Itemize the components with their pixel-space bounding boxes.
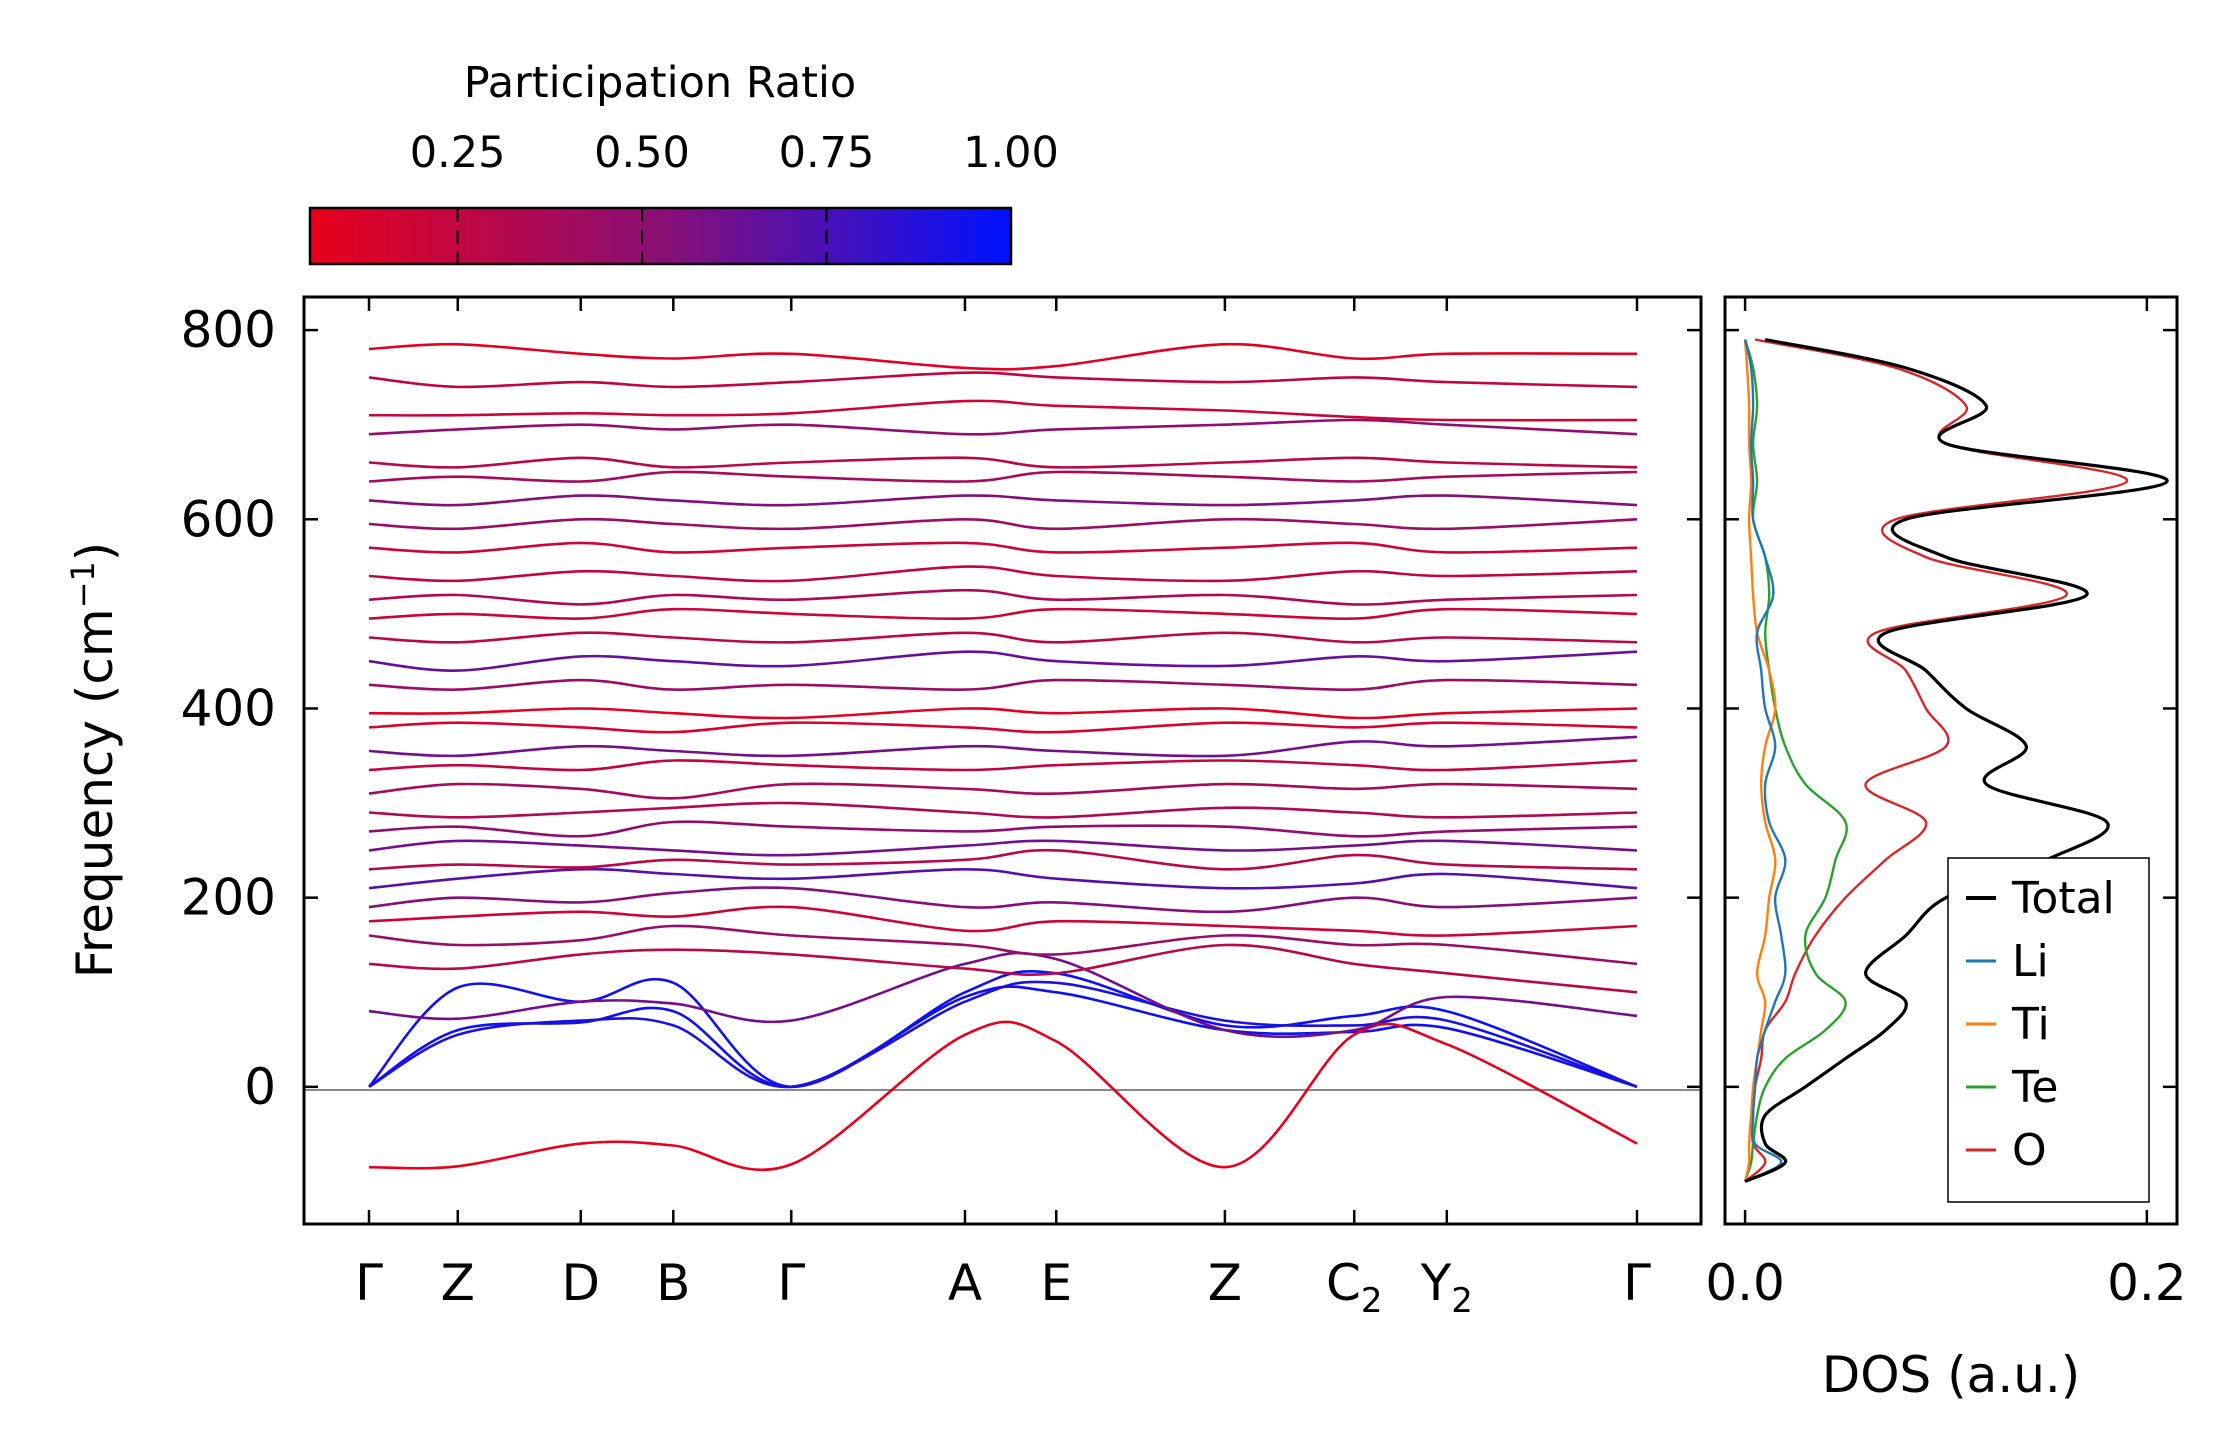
y-tick-label: 0 — [244, 1058, 276, 1116]
dos-curve-total — [1744, 338, 2169, 1183]
colorbar-title: Participation Ratio — [464, 58, 857, 108]
colorbar: Participation Ratio 0.25 0.50 0.75 1.00 — [308, 58, 1059, 266]
dos-curve-te — [1743, 339, 1848, 1182]
phonon-band — [368, 541, 1638, 554]
colorbar-tick-label: 1.00 — [963, 128, 1059, 178]
dos-x-tick-label: 0.0 — [1705, 1254, 1785, 1312]
k-point-label: Z — [1208, 1254, 1242, 1312]
dos-axes: 0.0 0.2 — [1705, 297, 2187, 1312]
phonon-band — [368, 943, 1638, 994]
dos-x-tick-label: 0.2 — [2107, 1254, 2187, 1312]
colorbar-gradient — [308, 206, 1013, 266]
phonon-band — [368, 721, 1638, 734]
colorbar-tick-label: 0.25 — [410, 128, 506, 178]
phonon-band — [368, 867, 1638, 890]
phonon-band — [368, 759, 1638, 772]
dos-curves — [1743, 338, 2169, 1183]
y-tick-label: 200 — [181, 869, 276, 927]
legend-label-li: Li — [2012, 936, 2049, 987]
phonon-band — [368, 707, 1638, 720]
phonon-band — [368, 371, 1638, 389]
k-point-label: A — [948, 1254, 982, 1312]
legend-label-total: Total — [2011, 873, 2115, 924]
k-point-label: D — [561, 1254, 600, 1312]
phonon-band — [368, 820, 1638, 838]
band-frame — [302, 295, 1703, 1226]
y-tick-label: 400 — [181, 679, 276, 737]
phonon-band — [368, 924, 1638, 966]
y-tick-label: 600 — [181, 490, 276, 548]
colorbar-tick-label: 0.50 — [594, 128, 690, 178]
legend-box — [1947, 857, 2150, 1203]
k-point-label: Γ — [1623, 1254, 1651, 1312]
phonon-band — [368, 399, 1638, 422]
phonon-band — [368, 342, 1638, 371]
phonon-band — [368, 650, 1638, 672]
phonon-band — [368, 839, 1638, 857]
dos-curve-o — [1744, 338, 2129, 1183]
k-point-label: Y2 — [1420, 1254, 1473, 1321]
phonon-band — [368, 905, 1638, 937]
phonon-band — [368, 735, 1638, 758]
legend-items: Total Li Ti Te O — [1966, 873, 2115, 1176]
colorbar-tick-label: 0.75 — [779, 128, 875, 178]
phonon-band — [368, 588, 1638, 606]
phonon-band — [368, 886, 1638, 914]
dos-curve-li — [1743, 339, 1787, 1183]
k-point-label: E — [1040, 1254, 1072, 1312]
dos-curve-ti — [1743, 339, 1777, 1182]
phonon-band — [368, 456, 1638, 469]
legend: Total Li Ti Te O — [1947, 857, 2150, 1203]
phonon-band — [368, 970, 1638, 1089]
dos-panel: 0.0 0.2 DOS (a.u.) Total Li Ti Te O — [1705, 295, 2187, 1404]
k-point-label: C2 — [1326, 1254, 1383, 1321]
phonon-band — [368, 565, 1638, 583]
phonon-band — [368, 1020, 1638, 1172]
phonon-band — [368, 517, 1638, 531]
k-point-label: Γ — [777, 1254, 805, 1312]
phonon-band — [368, 631, 1638, 644]
phonon-band — [368, 678, 1638, 691]
k-point-label: Z — [441, 1254, 475, 1312]
phonon-band — [368, 607, 1638, 621]
phonon-band — [368, 848, 1638, 871]
phonon-band — [368, 418, 1638, 436]
phonon-band — [368, 985, 1638, 1089]
phonon-band — [368, 470, 1638, 483]
k-point-label: B — [656, 1254, 690, 1312]
y-axis-label: Frequency (cm−1) — [64, 542, 124, 979]
phonon-band — [368, 951, 1638, 1039]
y-tick-label: 800 — [181, 301, 276, 359]
phonon-band — [368, 782, 1638, 800]
colorbar-ticks: 0.25 0.50 0.75 1.00 — [410, 128, 1059, 264]
k-point-label: Γ — [355, 1254, 383, 1312]
legend-label-te: Te — [2011, 1062, 2058, 1113]
phonon-band — [368, 494, 1638, 507]
dos-frame — [1723, 295, 2179, 1226]
phonon-band — [368, 980, 1638, 1089]
phonon-bands — [368, 342, 1638, 1172]
legend-label-ti: Ti — [2011, 999, 2050, 1050]
legend-label-o: O — [2012, 1125, 2047, 1176]
phonon-band — [368, 801, 1638, 819]
x-axis-label-dos: DOS (a.u.) — [1822, 1346, 2081, 1404]
